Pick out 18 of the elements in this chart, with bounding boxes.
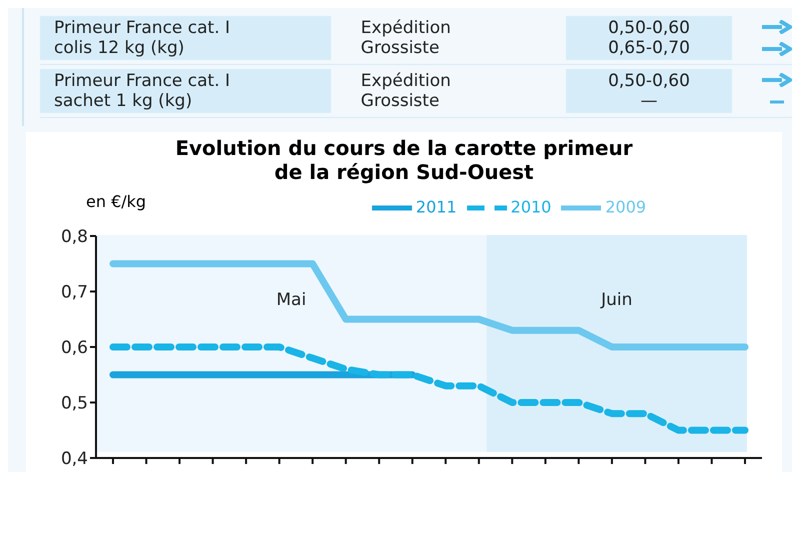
y-tick-label: 0,6	[60, 338, 88, 358]
legend-label: 2009	[605, 197, 646, 216]
text: 0,50-0,60 —	[566, 69, 732, 113]
y-tick-label: 0,5	[60, 394, 88, 414]
text: Expédition Grossiste	[360, 70, 452, 113]
y-tick-label: 0,4	[60, 449, 88, 470]
text: 0,50-0,60 0,65-0,70	[566, 16, 732, 60]
chart-title: Evolution du cours de la carotte primeur de la région Sud-Ouest	[174, 135, 634, 184]
annotation: Juin	[600, 290, 632, 310]
y-tick-label: 0,7	[60, 282, 88, 303]
y-axis-title: en €/kg	[86, 192, 146, 211]
y-tick-label: 0,8	[60, 227, 88, 248]
annotation: Mai	[276, 290, 306, 310]
legend-label: 2010	[510, 197, 552, 216]
text: Expédition Grossiste	[360, 17, 452, 60]
text: Primeur France cat. I colis 12 kg (kg)	[40, 16, 331, 60]
text: Primeur France cat. I sachet 1 kg (kg)	[40, 69, 331, 113]
legend-label: 2011	[416, 197, 457, 216]
